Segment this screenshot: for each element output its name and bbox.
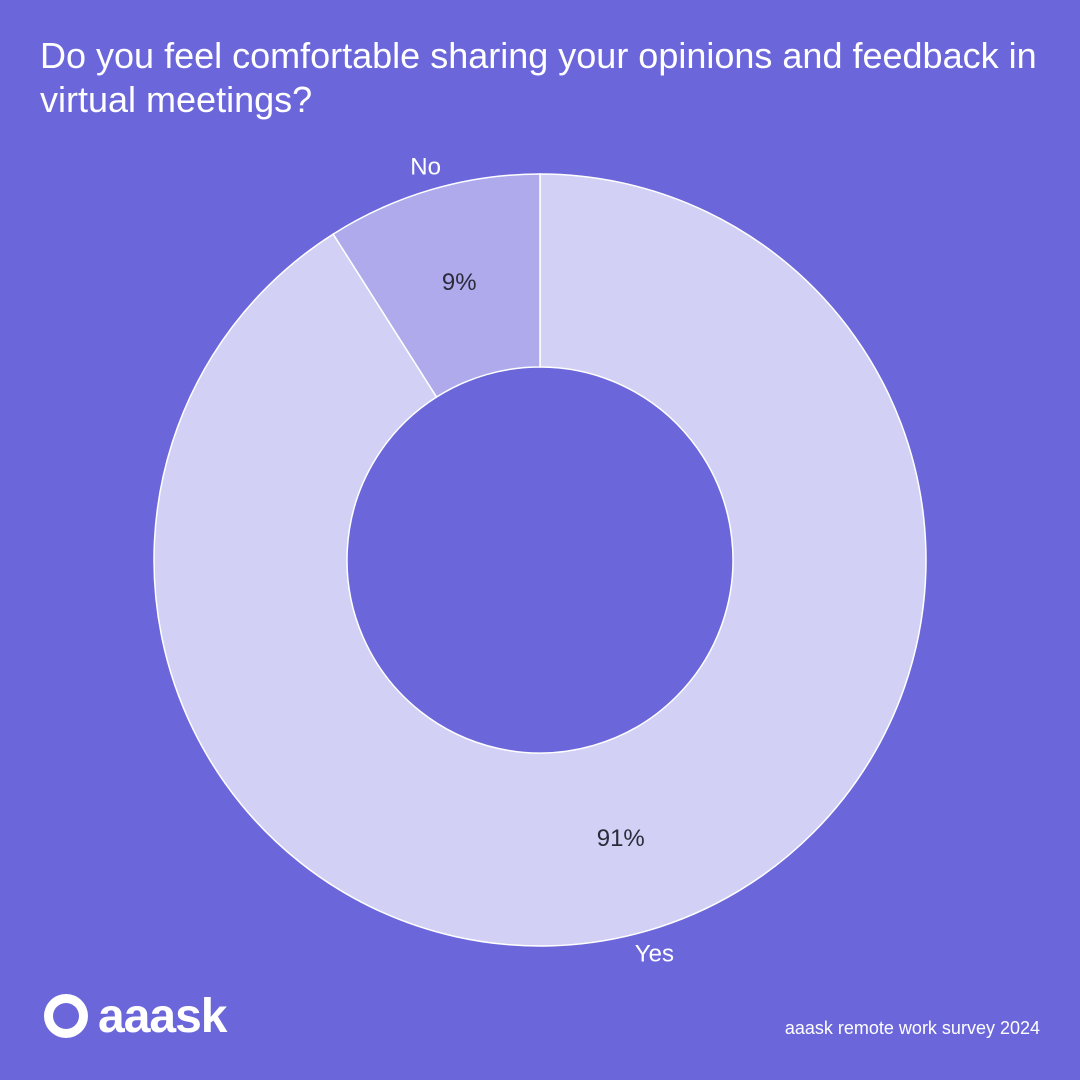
value-label-yes: 91% [597,825,645,852]
aaask-logo-icon [44,994,88,1038]
chart-title: Do you feel comfortable sharing your opi… [40,35,1037,120]
category-label-no: No [410,153,441,180]
value-label-no: 9% [442,269,477,296]
category-label-yes: Yes [635,941,674,968]
source-note: aaask remote work survey 2024 [784,1018,1040,1038]
brand-logo: aaask [40,988,227,1044]
slice-yes [153,173,927,947]
brand-name: aaask [98,989,227,1043]
slice-no [332,173,541,399]
